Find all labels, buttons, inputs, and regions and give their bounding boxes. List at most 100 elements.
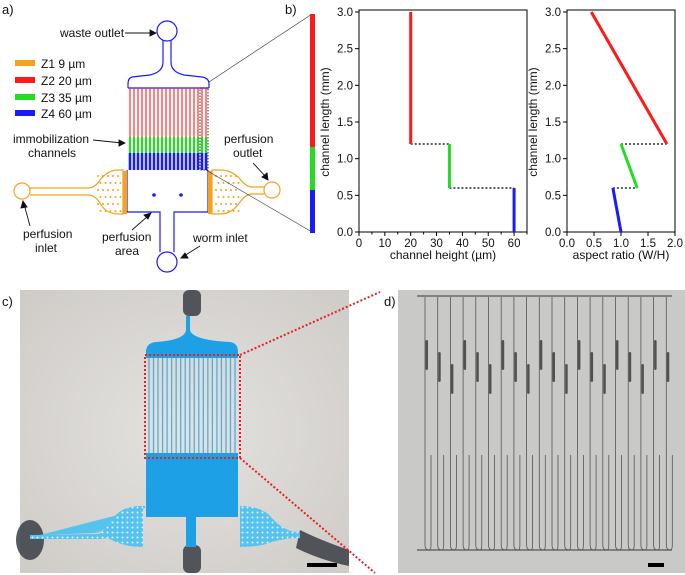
series-line xyxy=(589,11,669,145)
chart-aspect-ratio: aspect ratio (W/H) channel length (mm) 0… xyxy=(526,7,683,262)
filter-pillar xyxy=(99,196,102,198)
filter-pillar xyxy=(222,196,225,198)
filter-pillar xyxy=(227,196,230,198)
filter-pillar xyxy=(109,182,112,184)
chart-channel-height: channel height (µm) channel length (mm) … xyxy=(318,7,528,262)
filter-pillar xyxy=(232,182,235,184)
filter-pillar xyxy=(230,203,232,205)
x-tick-label: 0.0 xyxy=(559,238,575,250)
filter-pillar xyxy=(220,189,222,191)
worm xyxy=(603,364,606,394)
y-tick-label: 3.0 xyxy=(545,7,561,19)
x-tick-label: 20 xyxy=(404,238,417,250)
filter-pillar xyxy=(104,182,107,184)
y-tick-label: 1.5 xyxy=(337,117,353,129)
label-perfusion-inlet-2: inlet xyxy=(35,241,58,255)
panel-label-d: d) xyxy=(384,294,396,309)
filter-pillar xyxy=(225,203,227,205)
filter-pillar xyxy=(117,175,119,177)
filter-pillar xyxy=(232,210,235,212)
filter-pillar xyxy=(104,210,107,212)
filter-pillar xyxy=(99,182,102,184)
filter-pillar xyxy=(97,203,99,205)
legend-label-z1: Z1 9 µm xyxy=(41,57,85,71)
y-tick-label: 2.0 xyxy=(337,80,353,92)
filter-pillar xyxy=(217,210,220,212)
legend-label-z3: Z3 35 µm xyxy=(41,91,92,105)
filter-pillar xyxy=(235,189,237,191)
post-marker xyxy=(179,193,183,197)
worm xyxy=(527,364,530,394)
zoom-line xyxy=(239,457,376,574)
filter-pillar xyxy=(227,210,230,212)
filter-pillar xyxy=(112,203,114,205)
device-photo xyxy=(16,290,381,574)
legend-swatch-z2 xyxy=(15,77,35,83)
worm xyxy=(476,352,479,382)
x-tick-label: 10 xyxy=(378,238,391,250)
perfusion-outlet-filter xyxy=(208,171,212,214)
perfusion-inlet-filter xyxy=(123,171,127,214)
filter-pillar xyxy=(220,203,222,205)
filter-pillar xyxy=(109,210,112,212)
micrograph xyxy=(398,290,685,573)
filter-pillar xyxy=(114,196,117,198)
panel-label-a: a) xyxy=(2,2,14,17)
zone-bar-z3 xyxy=(310,147,315,190)
immobilization-channels xyxy=(128,88,208,170)
worm xyxy=(514,352,517,382)
filter-pillar xyxy=(107,175,109,177)
y-tick-label: 0.0 xyxy=(337,227,353,239)
label-perfusion-inlet: perfusion xyxy=(23,227,72,241)
filter-pillar xyxy=(217,196,220,198)
filter-pillar xyxy=(119,182,122,184)
x-tick-label: 50 xyxy=(482,238,495,250)
y-tick-label: 2.0 xyxy=(545,80,561,92)
x-tick-label: 60 xyxy=(508,238,521,250)
worm xyxy=(565,364,568,394)
filter-pillar xyxy=(237,196,240,198)
y-tick-label: 1.0 xyxy=(545,154,561,166)
label-worm-inlet: worm inlet xyxy=(192,231,248,245)
label-perfusion-outlet-2: outlet xyxy=(233,146,263,160)
panel-label-b: b) xyxy=(285,2,297,17)
legend-swatch-z1 xyxy=(15,60,35,66)
filter-pillar xyxy=(220,175,222,177)
device-diagram: Z1 9 µm Z2 20 µm Z3 35 µm Z4 60 µm waste… xyxy=(13,13,313,273)
worm xyxy=(590,352,594,382)
filter-pillar xyxy=(222,182,225,184)
filter-pillar xyxy=(99,210,102,212)
y-tick-label: 0.5 xyxy=(337,190,353,202)
worm xyxy=(641,364,644,394)
worm xyxy=(577,340,581,370)
zoom-line xyxy=(239,291,381,356)
zone-bar-z4 xyxy=(310,190,315,233)
filter-pillar xyxy=(217,182,220,184)
filter-pillar xyxy=(230,189,232,191)
worm xyxy=(501,340,505,370)
filter-pillar xyxy=(112,175,114,177)
annotations: waste outlet immobilization channels per… xyxy=(13,26,273,258)
zoom-box xyxy=(144,354,241,459)
filter-pillar xyxy=(225,175,227,177)
annotation-arrows xyxy=(20,29,269,259)
y-tick-label: 1.0 xyxy=(337,154,353,166)
filter-pillar xyxy=(225,189,227,191)
legend-label-z4: Z4 60 µm xyxy=(41,107,92,121)
y-tick-label: 0.0 xyxy=(545,227,561,239)
filter-pillar xyxy=(237,210,240,212)
scale-bar xyxy=(648,563,664,567)
blue-dye-channels xyxy=(30,316,300,547)
worm xyxy=(666,352,670,382)
worm xyxy=(463,340,467,370)
filter-pillars xyxy=(97,175,240,212)
y-tick-label: 3.0 xyxy=(337,7,353,19)
y-tick-label: 0.5 xyxy=(545,190,561,202)
worm xyxy=(450,364,454,394)
zoom-line xyxy=(208,13,313,83)
x-tick-label: 40 xyxy=(456,238,469,250)
y-axis-label: channel length (mm) xyxy=(318,67,332,176)
y-axis-label: channel length (mm) xyxy=(526,67,540,176)
filter-pillar xyxy=(117,203,119,205)
filter-pillar xyxy=(109,196,112,198)
